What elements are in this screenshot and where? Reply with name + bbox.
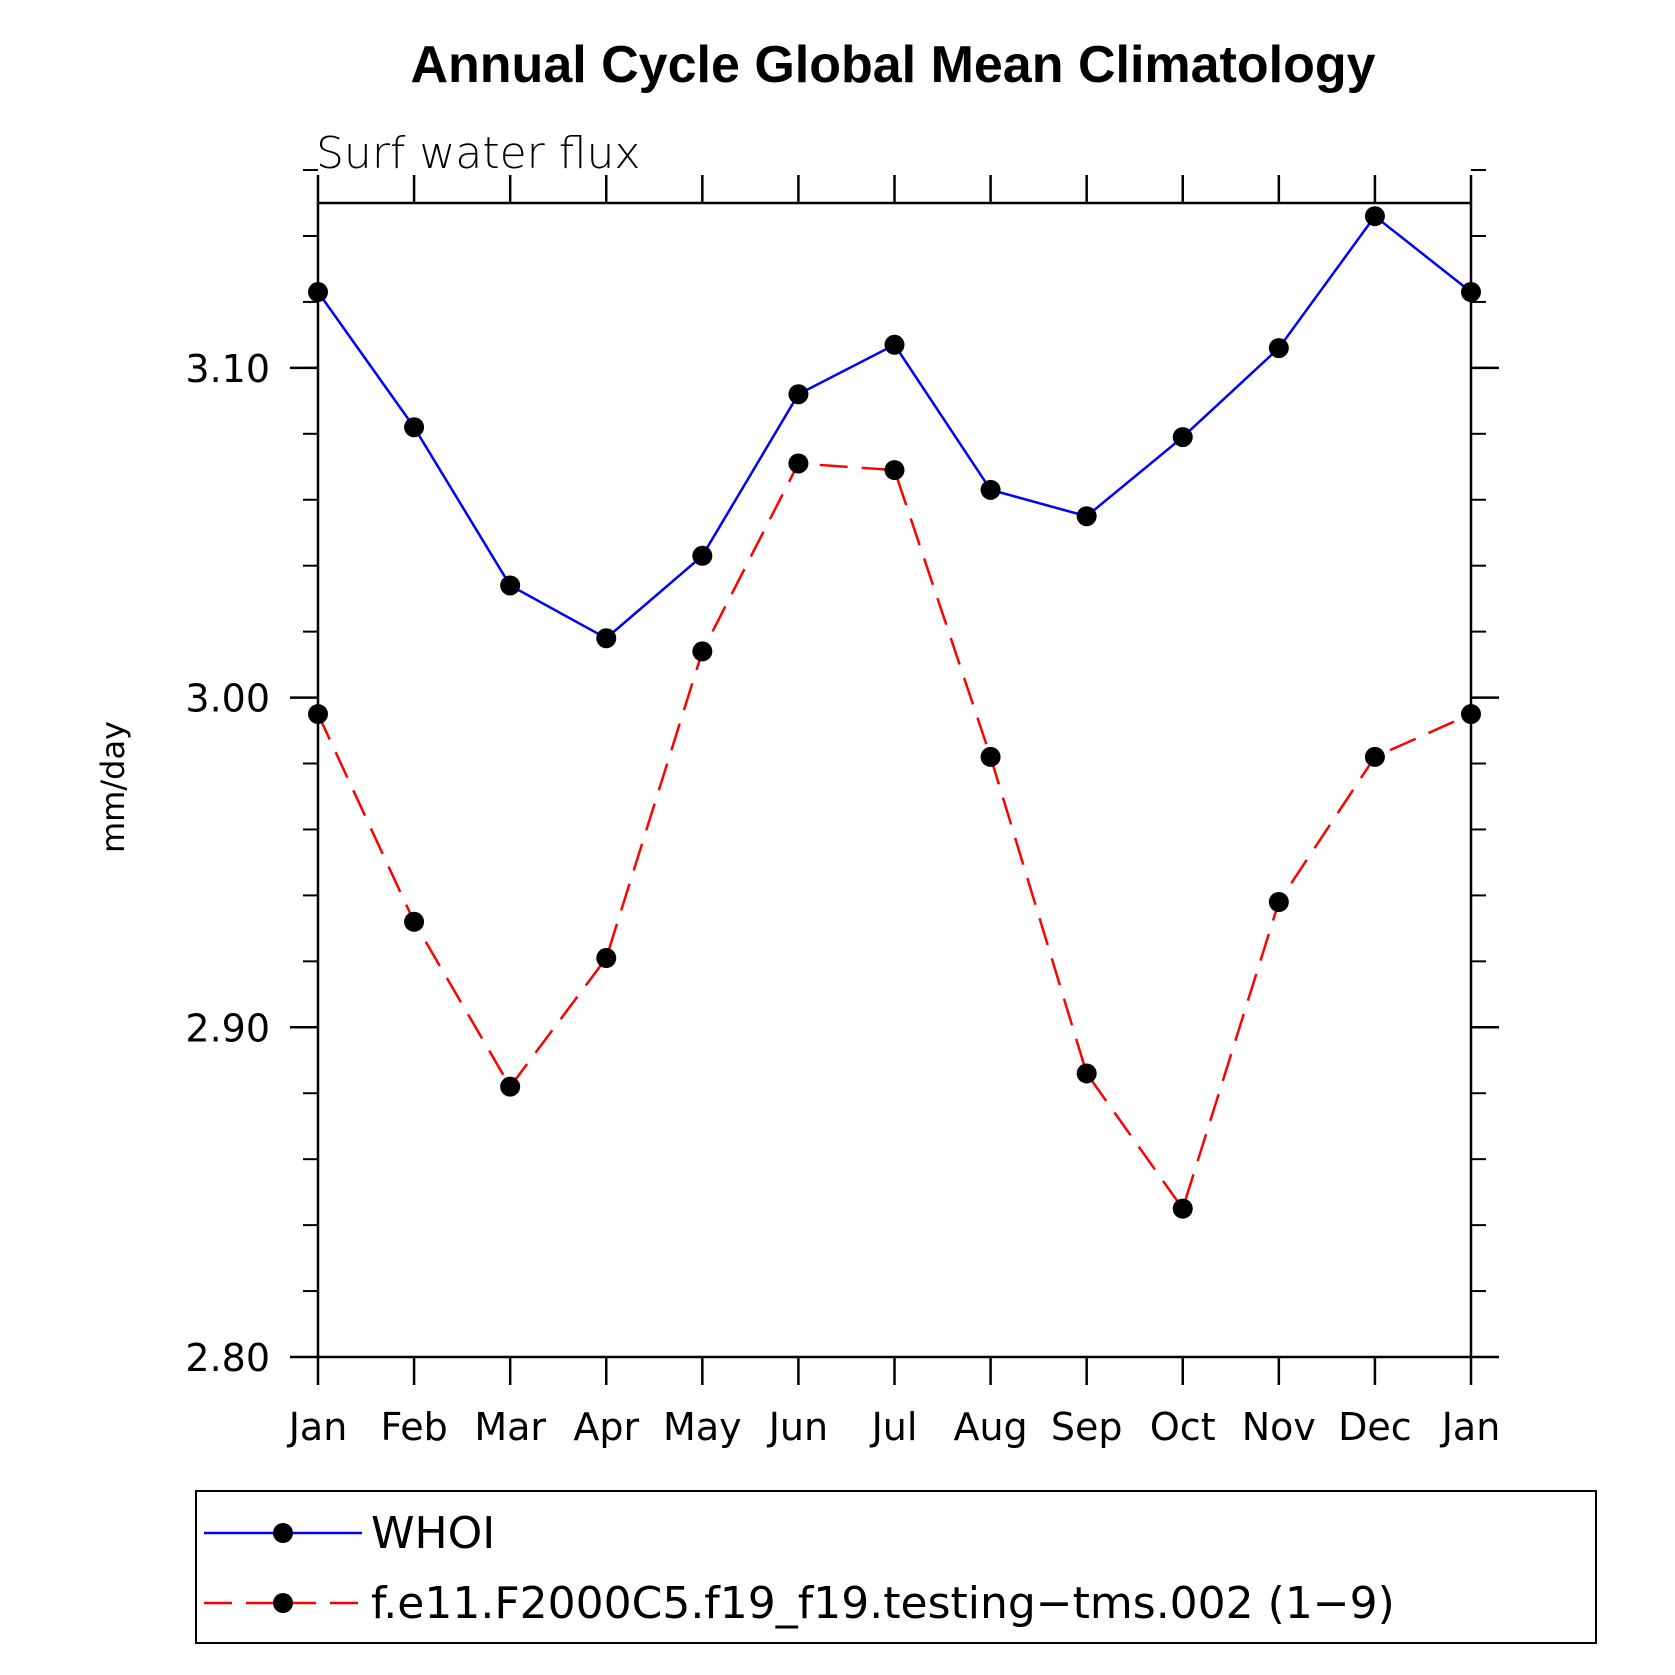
y-tick-label: 3.00 [185,677,270,721]
legend-marker-1 [273,1523,293,1543]
x-tick-label: Jan [287,1405,348,1449]
data-point-series-2 [980,746,1001,767]
data-point-series-2 [884,460,905,481]
x-tick-label: Feb [380,1405,447,1449]
x-tick-label: Dec [1338,1405,1412,1449]
data-point-series-1 [596,628,617,649]
data-point-series-2 [500,1076,521,1097]
series-line-1 [316,214,1472,640]
data-point-series-1 [1076,506,1097,527]
x-tick-label: Oct [1150,1405,1216,1449]
data-point-series-1 [1364,206,1385,227]
chart-subtitle: Surf water flux [316,128,640,179]
series-layer [308,206,1481,1219]
data-point-series-2 [692,641,713,662]
y-tick-label: 2.90 [185,1006,270,1050]
x-tick-label: Jan [1440,1405,1501,1449]
y-tick-label: 2.80 [185,1336,270,1380]
data-point-series-2 [1172,1198,1193,1219]
data-point-series-2 [788,453,809,474]
x-tick-label: Sep [1051,1405,1123,1449]
x-tick-label: Jul [870,1405,918,1449]
data-point-series-1 [1461,282,1481,303]
plot-frame [316,201,1473,1359]
legend-box [195,1490,1597,1644]
data-point-series-1 [1268,338,1289,359]
legend-label-2: f.e11.F2000C5.f19_f19.testing−tms.002 (1… [371,1578,1395,1629]
data-point-series-1 [884,334,905,355]
chart-title: Annual Cycle Global Mean Climatology [410,36,1375,94]
x-tick-label: Jun [767,1405,828,1449]
y-tick-label: 3.10 [185,347,270,391]
plot-area: Jan Feb Mar Apr May Jun Jul Aug Sep Oct Nov Dec Jan 3… [185,169,1501,1449]
data-point-series-2 [1364,746,1385,767]
series-line-2 [316,462,1472,1212]
data-point-series-2 [1461,704,1481,725]
data-point-series-1 [1172,427,1193,448]
x-tick-label: May [663,1405,742,1449]
data-point-series-2 [308,704,328,725]
x-tick-label: Apr [573,1405,639,1449]
x-tick-label: Nov [1242,1405,1316,1449]
data-point-series-1 [980,479,1001,500]
legend: WHOI f.e11.F2000C5.f19_f19.testing−tms.00… [195,1490,1597,1644]
data-point-series-1 [308,282,328,303]
data-point-series-1 [692,545,713,566]
y-axis-label: mm/day [94,721,132,853]
data-point-series-1 [788,384,809,405]
data-point-series-2 [596,948,617,969]
data-point-series-2 [404,911,425,932]
x-tick-label: Mar [474,1405,546,1449]
x-tick-label: Aug [953,1405,1027,1449]
data-point-series-1 [404,417,425,438]
legend-label-1: WHOI [371,1508,495,1559]
data-point-series-2 [1268,891,1289,912]
data-point-series-1 [500,575,521,596]
legend-marker-2 [273,1593,293,1613]
data-point-series-2 [1076,1063,1097,1084]
